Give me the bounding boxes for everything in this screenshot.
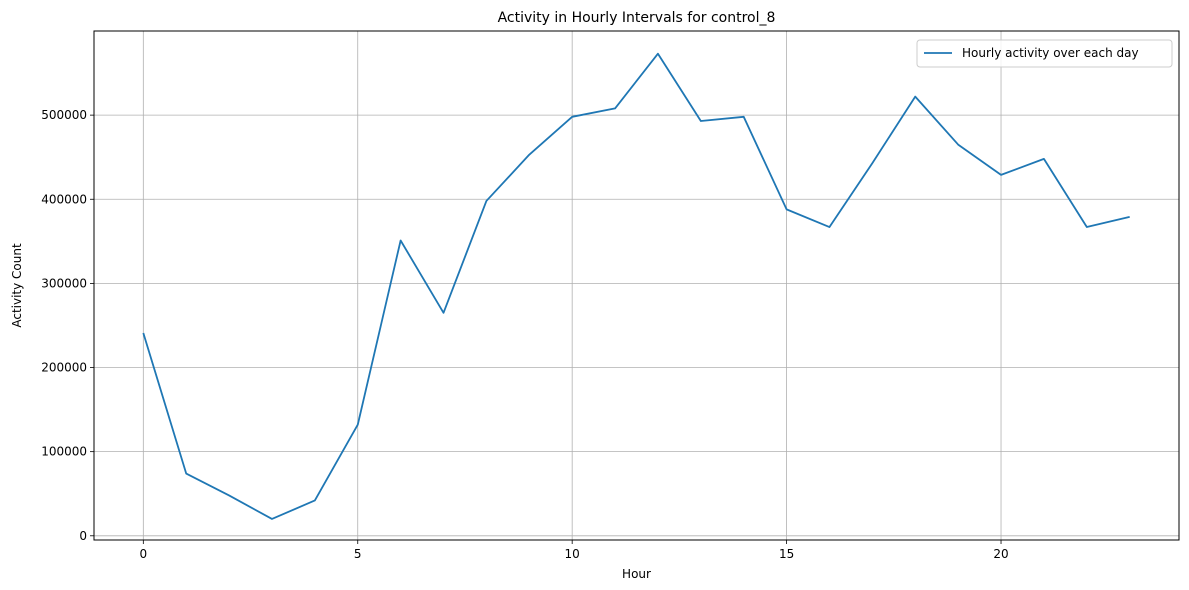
legend: Hourly activity over each day [916, 39, 1173, 68]
x-axis-label: Hour [622, 567, 651, 581]
x-tick-label: 5 [354, 547, 362, 561]
x-tick-label: 10 [565, 547, 580, 561]
x-tick-label: 0 [139, 547, 147, 561]
y-tick-label: 100000 [41, 445, 87, 459]
ticks: 0 5 10 15 20 0 100000 200000 300000 400000 500000 [41, 108, 1008, 561]
series-line [142, 52, 1130, 520]
y-axis-label: Activity Count [10, 243, 24, 328]
legend-label: Hourly activity over each day [962, 46, 1139, 60]
plot-frame [93, 30, 1180, 541]
y-tick-label: 500000 [41, 108, 87, 122]
grid [94, 31, 1179, 540]
y-tick-label: 400000 [41, 192, 87, 206]
series-layer [142, 52, 1130, 520]
x-tick-label: 15 [779, 547, 794, 561]
legend-box [916, 39, 1173, 68]
chart-title: Activity in Hourly Intervals for control… [498, 10, 776, 26]
y-tick-label: 300000 [41, 276, 87, 290]
y-tick-label: 0 [79, 529, 87, 543]
x-tick-label: 20 [993, 547, 1008, 561]
y-tick-label: 200000 [41, 361, 87, 375]
